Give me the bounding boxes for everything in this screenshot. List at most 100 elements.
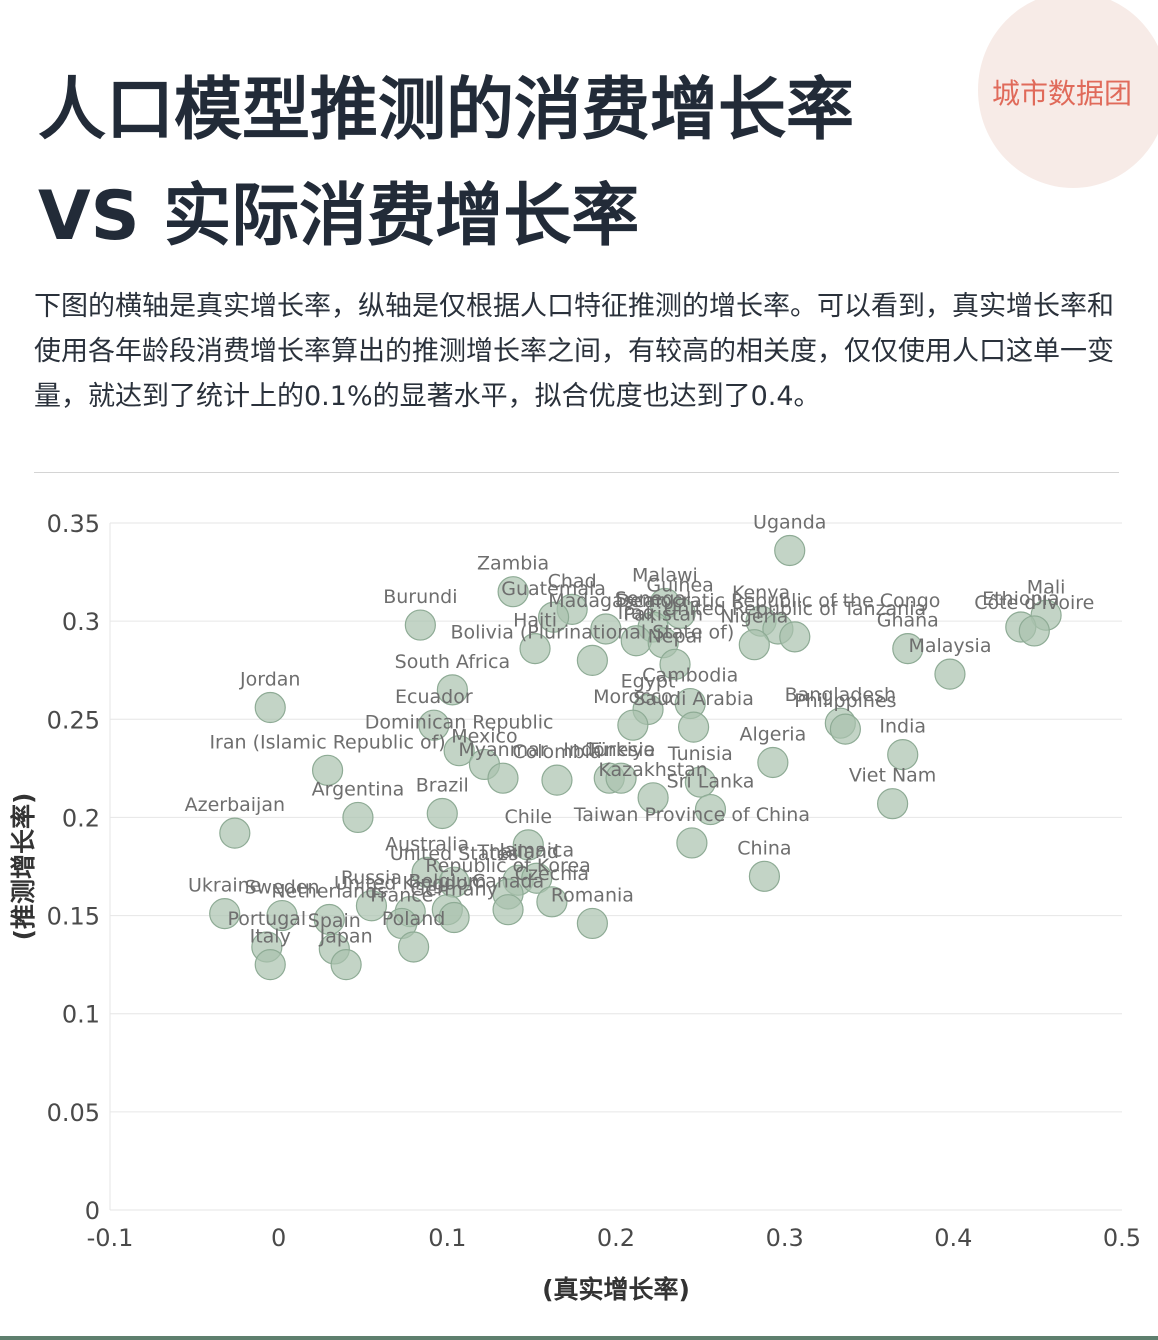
y-tick-label: 0.25 (47, 706, 100, 734)
data-point (355, 890, 388, 922)
point-label: Bolivia (Plurinational State of) (450, 621, 734, 643)
data-point (774, 534, 806, 567)
data-point (664, 597, 696, 629)
point-label: Portugal (228, 908, 307, 930)
data-point (254, 691, 286, 724)
point-label: Czechia (515, 863, 589, 885)
point-label: Madagascar (548, 590, 663, 612)
point-label: Sri Lanka (667, 771, 755, 793)
point-label: Zambia (477, 553, 549, 575)
data-point (659, 648, 691, 680)
title-line-1: 人口模型推测的消费增长率 (38, 71, 855, 150)
data-point (829, 713, 861, 745)
brand-name: 城市数据团 (992, 77, 1133, 110)
data-point (934, 658, 966, 690)
title-line-2: VS 实际消费增长率 (38, 177, 640, 256)
point-label: Sweden (244, 877, 319, 899)
bottom-border (0, 1336, 1158, 1340)
point-label: Jamaica (498, 839, 574, 861)
data-point (487, 762, 519, 794)
point-label: Philippines (794, 690, 896, 712)
data-point (342, 801, 374, 834)
data-point (219, 817, 251, 849)
data-point (684, 766, 716, 798)
data-point (254, 949, 286, 981)
data-point (537, 601, 570, 633)
point-label: Cambodia (642, 665, 738, 687)
data-point (536, 886, 568, 918)
x-tick-label: 0.4 (934, 1224, 972, 1252)
data-point (426, 797, 458, 830)
point-label: Jordan (239, 669, 300, 691)
data-point (330, 949, 362, 981)
point-label: Indonesia (563, 739, 655, 761)
data-point (887, 739, 919, 771)
y-tick-label: 0.15 (47, 903, 100, 931)
data-point (590, 613, 622, 645)
point-label: Argentina (312, 778, 405, 800)
x-tick-label: -0.1 (87, 1224, 134, 1252)
point-label: Poland (382, 908, 445, 930)
point-label: Kenya (732, 582, 790, 604)
data-point (576, 907, 608, 940)
x-axis-title: (真实增长率) (542, 1275, 690, 1304)
point-label: Malawi (632, 564, 698, 586)
point-label: Mali (1027, 576, 1066, 598)
point-label: Chile (505, 806, 553, 828)
data-point (738, 629, 770, 661)
point-label: Dominican Republic (365, 712, 554, 734)
point-label: Belgium (408, 871, 486, 893)
point-label: India (879, 716, 926, 738)
point-label: Colombia (512, 741, 601, 763)
y-tick-label: 0.05 (47, 1099, 100, 1127)
data-point (443, 735, 475, 767)
point-label: Ethiopia (982, 588, 1059, 610)
data-point (418, 709, 450, 741)
data-point (757, 746, 789, 779)
data-point (492, 894, 524, 926)
point-label: Chad (548, 570, 597, 592)
data-point (311, 754, 344, 786)
point-label: Saudi Arabia (633, 688, 754, 710)
point-label: Mexico (451, 725, 517, 747)
point-label: Burundi (383, 586, 457, 608)
description: 下图的横轴是真实增长率，纵轴是仅根据人口特征推测的增长率。可以看到，真实增长率和… (34, 291, 1114, 412)
bubbles (209, 534, 1062, 981)
y-axis-title: (推测增长率) (9, 793, 38, 941)
point-label: Myanmar (458, 739, 547, 761)
x-tick-label: 0 (271, 1224, 286, 1252)
point-label: Romania (551, 884, 634, 906)
point-label: Iran (Islamic Republic of) (209, 731, 445, 753)
point-label: Japan (319, 926, 373, 948)
axes: 00.050.10.150.20.250.30.35-0.1 0 0.1 0.2 0.3… (9, 510, 1141, 1304)
point-label: Ukraine (188, 875, 261, 897)
point-label: Viet Nam (849, 765, 936, 787)
point-label: Türkiye (586, 739, 655, 761)
x-tick-label: 0.5 (1103, 1224, 1141, 1252)
point-label: South Africa (395, 651, 510, 673)
divider (34, 472, 1119, 473)
point-label: Netherlands (271, 880, 387, 902)
point-label: Italy (250, 926, 291, 948)
point-label: Democratic Republic of the Congo (615, 590, 940, 612)
point-label: Algeria (739, 723, 806, 745)
data-point (521, 862, 553, 894)
point-label: Russia (341, 867, 402, 889)
x-tick-label: 0.1 (428, 1224, 466, 1252)
point-label: Ghana (877, 610, 939, 632)
data-point (519, 633, 551, 665)
point-label: Canada (472, 871, 544, 893)
data-point (1018, 615, 1050, 647)
data-point (266, 899, 298, 932)
y-tick-label: 0 (85, 1197, 100, 1225)
x-tick-label: 0.2 (597, 1224, 635, 1252)
point-label: Brazil (416, 775, 469, 797)
data-point (637, 782, 669, 814)
data-point (497, 576, 529, 608)
point-label: Ecuador (395, 686, 473, 708)
brand-logo: 城市数据团 (972, 0, 1158, 190)
point-label: Guatemala (501, 578, 606, 600)
point-label: Uganda (753, 511, 826, 533)
x-tick-label: 0.3 (766, 1224, 804, 1252)
